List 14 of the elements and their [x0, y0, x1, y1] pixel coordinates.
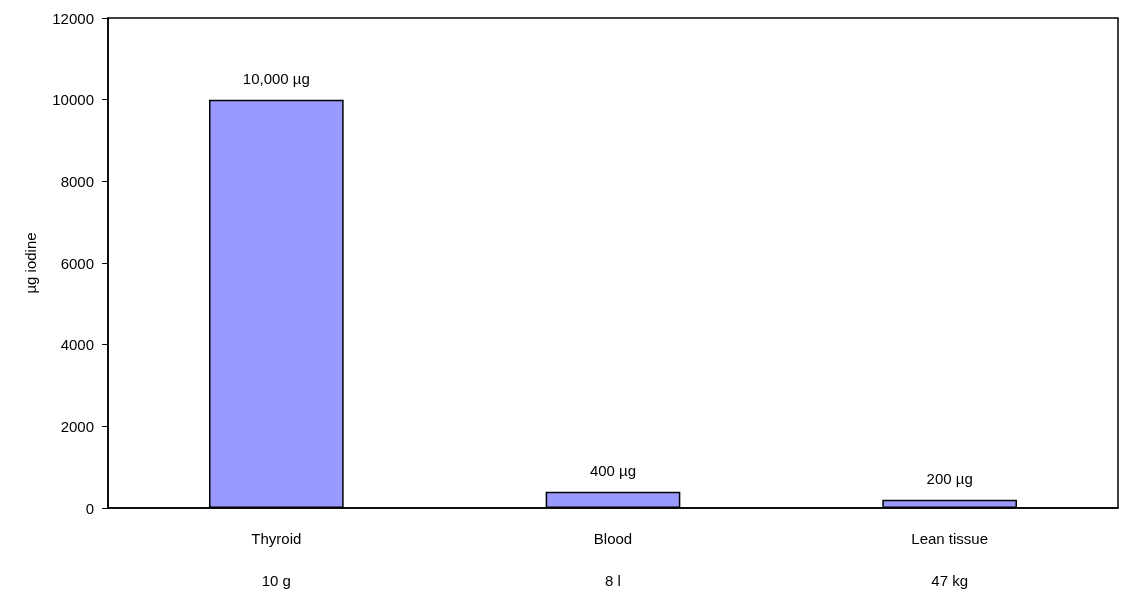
y-tick-label: 12000 [52, 9, 94, 27]
category-label: Blood 8 l [593, 530, 633, 589]
category-label: Thyroid 10 g [251, 530, 302, 589]
y-tick-label: 4000 [60, 336, 94, 354]
y-tick-label: 10000 [52, 91, 94, 109]
data-label: 400 µg [589, 461, 637, 479]
y-axis-title: µg iodine [22, 232, 39, 294]
y-tick-label: 2000 [60, 417, 94, 435]
category-label: Lean tissue 47 kg [911, 530, 989, 589]
y-tick-label: 6000 [60, 254, 94, 272]
data-label: 200 µg [926, 469, 973, 487]
y-tick-label: 0 [85, 499, 94, 517]
y-tick-label: 8000 [60, 172, 94, 190]
data-label: 10,000 µg [242, 69, 310, 87]
